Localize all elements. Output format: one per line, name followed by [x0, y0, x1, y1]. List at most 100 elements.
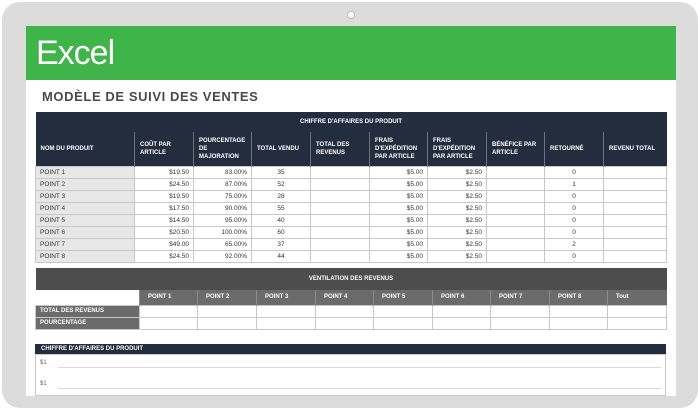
table-cell[interactable]: 100.00%	[193, 225, 252, 239]
table-cell[interactable]	[486, 189, 545, 203]
table-cell[interactable]	[602, 213, 668, 227]
table-cell[interactable]	[486, 165, 545, 179]
product-name-cell[interactable]: POINT 8	[35, 249, 135, 263]
table-cell[interactable]: $2.50	[427, 165, 487, 179]
column-header[interactable]: Tout	[606, 290, 667, 305]
table-cell[interactable]: $24.50	[134, 249, 194, 263]
table-cell[interactable]	[256, 316, 316, 330]
product-name-cell[interactable]: POINT 5	[35, 213, 135, 227]
column-header[interactable]: BÉNÉFICE PAR ARTICLE	[486, 132, 545, 166]
table-cell[interactable]	[310, 213, 370, 227]
product-name-cell[interactable]: POINT 1	[35, 165, 135, 179]
table-cell[interactable]: 37	[251, 237, 311, 251]
product-name-cell[interactable]: POINT 3	[35, 189, 135, 203]
table-cell[interactable]: 92.00%	[193, 249, 252, 263]
column-header[interactable]: POURCENTAGE DE MAJORATION	[193, 132, 252, 166]
table-cell[interactable]: $5.00	[369, 201, 428, 215]
table-cell[interactable]	[315, 316, 374, 330]
table-cell[interactable]	[315, 304, 374, 318]
column-header[interactable]: POINT 5	[373, 290, 433, 305]
table-cell[interactable]: $20.50	[134, 225, 194, 239]
table-cell[interactable]: 55	[251, 201, 311, 215]
table-cell[interactable]	[432, 316, 491, 330]
table-cell[interactable]	[197, 316, 257, 330]
product-name-cell[interactable]: POINT 6	[35, 225, 135, 239]
table-cell[interactable]: $5.00	[369, 165, 428, 179]
table-cell[interactable]	[602, 201, 668, 215]
table-cell[interactable]: 0	[544, 189, 604, 203]
table-cell[interactable]: $2.50	[427, 225, 487, 239]
table-cell[interactable]	[310, 189, 370, 203]
table-cell[interactable]	[606, 316, 668, 330]
table-cell[interactable]: $17.50	[134, 201, 194, 215]
table-cell[interactable]: $5.00	[369, 249, 428, 263]
table-cell[interactable]: $2.50	[427, 201, 487, 215]
table-cell[interactable]: $2.50	[427, 249, 487, 263]
table-cell[interactable]: $14.50	[134, 213, 194, 227]
table-cell[interactable]	[602, 225, 668, 239]
table-cell[interactable]: $2.50	[427, 189, 487, 203]
table-cell[interactable]: 0	[544, 213, 604, 227]
table-cell[interactable]: 0	[544, 165, 604, 179]
table-cell[interactable]	[602, 249, 668, 263]
table-cell[interactable]	[139, 316, 198, 330]
table-cell[interactable]: 0	[544, 249, 604, 263]
column-header[interactable]: POINT 8	[549, 290, 608, 305]
column-header[interactable]: POINT 1	[139, 290, 198, 305]
column-header[interactable]: NOM DU PRODUIT	[35, 132, 135, 166]
column-header[interactable]: REVENU TOTAL	[602, 132, 667, 166]
table-cell[interactable]	[310, 165, 370, 179]
column-header[interactable]: FRAIS D'EXPÉDITION PAR ARTICLE	[369, 132, 428, 166]
column-header[interactable]: TOTAL DES REVENUS	[310, 132, 370, 166]
table-cell[interactable]	[256, 304, 316, 318]
table-cell[interactable]	[606, 304, 668, 318]
table-cell[interactable]	[486, 225, 545, 239]
table-cell[interactable]: 2	[544, 237, 604, 251]
table-cell[interactable]	[432, 304, 491, 318]
table-cell[interactable]	[602, 189, 668, 203]
column-header[interactable]: TOTAL VENDU	[251, 132, 311, 166]
table-cell[interactable]: $24.50	[134, 177, 194, 191]
table-cell[interactable]	[602, 177, 668, 191]
chart-area[interactable]: $1 $1	[35, 354, 666, 396]
table-cell[interactable]	[310, 201, 370, 215]
table-cell[interactable]: 52	[251, 177, 311, 191]
column-header[interactable]: POINT 2	[197, 290, 257, 305]
table-cell[interactable]: $2.50	[427, 237, 487, 251]
table-cell[interactable]: 87.00%	[193, 177, 252, 191]
table-cell[interactable]	[486, 177, 545, 191]
product-name-cell[interactable]: POINT 2	[35, 177, 135, 191]
table-cell[interactable]: 95.00%	[193, 213, 252, 227]
table-cell[interactable]	[139, 304, 198, 318]
table-cell[interactable]	[310, 225, 370, 239]
table-cell[interactable]	[197, 304, 257, 318]
table-cell[interactable]: $2.50	[427, 177, 487, 191]
table-cell[interactable]: 35	[251, 165, 311, 179]
table-cell[interactable]	[549, 316, 608, 330]
table-cell[interactable]: 83.00%	[193, 165, 252, 179]
table-cell[interactable]	[490, 316, 550, 330]
table-cell[interactable]: 75.00%	[193, 189, 252, 203]
column-header[interactable]: COÛT PAR ARTICLE	[134, 132, 194, 166]
table-cell[interactable]: 0	[544, 225, 604, 239]
table-cell[interactable]: $19.50	[134, 165, 194, 179]
table-cell[interactable]	[549, 304, 608, 318]
table-cell[interactable]: $19.50	[134, 189, 194, 203]
table-cell[interactable]: 28	[251, 189, 311, 203]
table-cell[interactable]	[486, 249, 545, 263]
table-cell[interactable]: 65.00%	[193, 237, 252, 251]
table-cell[interactable]: 44	[251, 249, 311, 263]
column-header[interactable]: POINT 7	[490, 290, 550, 305]
table-cell[interactable]	[373, 316, 433, 330]
column-header[interactable]: RETOURNÉ	[544, 132, 604, 166]
table-cell[interactable]	[310, 249, 370, 263]
table-cell[interactable]: 40	[251, 213, 311, 227]
table-cell[interactable]	[486, 213, 545, 227]
column-header[interactable]: POINT 6	[432, 290, 491, 305]
table-cell[interactable]: 60	[251, 225, 311, 239]
table-cell[interactable]	[373, 304, 433, 318]
table-cell[interactable]: 1	[544, 177, 604, 191]
table-cell[interactable]: $5.00	[369, 189, 428, 203]
product-name-cell[interactable]: POINT 7	[35, 237, 135, 251]
table-cell[interactable]: $49.00	[134, 237, 194, 251]
